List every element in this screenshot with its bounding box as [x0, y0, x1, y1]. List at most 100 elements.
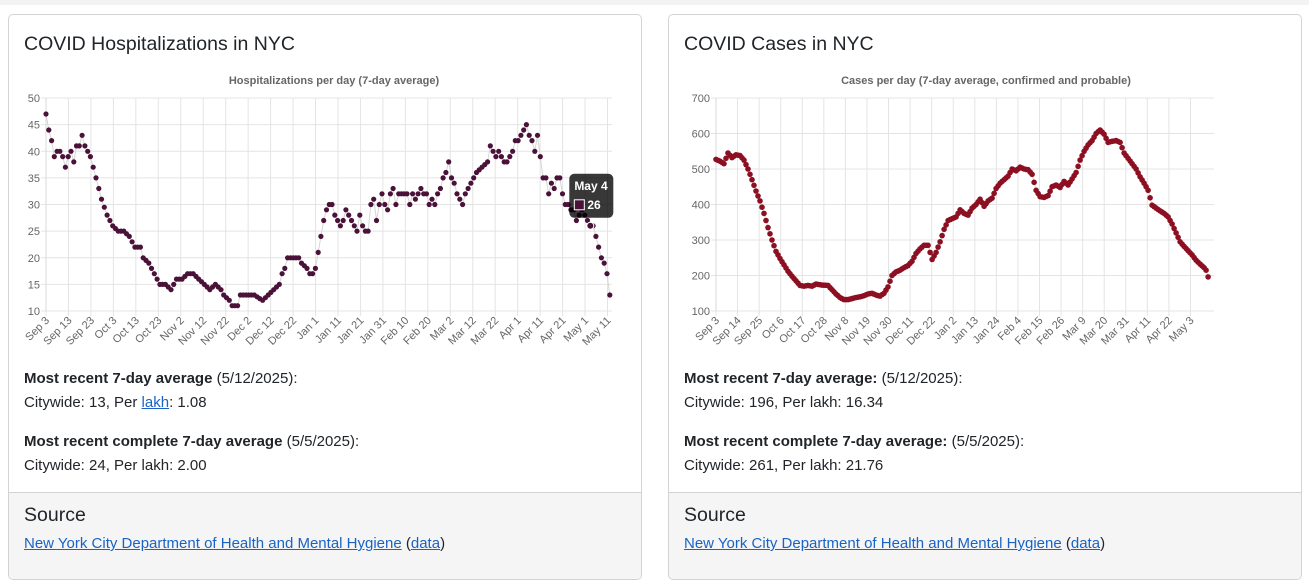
data-point [457, 196, 463, 202]
data-point [468, 180, 474, 186]
data-point [1145, 187, 1151, 194]
highlighted-point [586, 221, 595, 230]
data-point [721, 160, 727, 167]
paren-close: ) [440, 535, 446, 552]
cases-chart: Cases per day (7-day average, confirmed … [692, 75, 1214, 348]
data-point [446, 159, 452, 165]
data-point [312, 265, 318, 271]
data-point [939, 232, 945, 239]
data-point [593, 233, 599, 239]
data-point [98, 196, 105, 202]
y-tick-label: 700 [692, 93, 710, 105]
data-point [365, 228, 371, 234]
data-point [49, 138, 55, 144]
data-point [1073, 169, 1079, 176]
data-point [82, 143, 88, 149]
y-tick-label: 45 [28, 120, 40, 132]
recent-average-date: (5/12/2025): [881, 370, 963, 387]
data-point [596, 244, 602, 250]
data-point [323, 207, 330, 213]
y-tick-label: 200 [692, 271, 710, 283]
cases-card: COVID Cases in NYC Cases per day (7-day … [668, 14, 1302, 580]
data-link[interactable]: data [410, 535, 441, 552]
source-link[interactable]: New York City Department of Health and M… [24, 535, 402, 552]
y-tick-label: 10 [28, 306, 40, 318]
data-point [771, 242, 777, 249]
data-point [148, 265, 155, 271]
source-line: New York City Department of Health and M… [24, 535, 445, 552]
source-line: New York City Department of Health and M… [684, 535, 1105, 552]
complete-average-values: Citywide: 261, Per lakh: 21.76 [684, 457, 884, 474]
tooltip-swatch [573, 199, 585, 211]
data-point [310, 271, 316, 277]
complete-average: Most recent complete 7-day average: (5/5… [684, 430, 1024, 478]
data-point [607, 292, 613, 298]
data-point [454, 191, 460, 197]
y-tick-label: 35 [28, 173, 40, 185]
recent-average-values: Citywide: 13, Per [24, 394, 142, 411]
data-point [235, 303, 241, 309]
data-point [171, 281, 177, 287]
data-point [933, 249, 939, 256]
data-point [485, 159, 491, 165]
data-point [507, 154, 513, 160]
data-point [423, 191, 430, 197]
data-point [518, 132, 524, 138]
data-point [504, 159, 510, 165]
recent-average-values: Citywide: 196, Per lakh: 16.34 [684, 394, 884, 411]
data-point [723, 155, 729, 162]
data-point [753, 188, 759, 194]
data-point [93, 175, 99, 181]
data-point [941, 226, 947, 233]
data-point [76, 143, 82, 149]
data-point [107, 217, 113, 224]
data-point [460, 201, 466, 208]
source-link[interactable]: New York City Department of Health and M… [684, 535, 1062, 552]
data-point [935, 244, 941, 250]
complete-average: Most recent complete 7-day average (5/5/… [24, 430, 359, 478]
data-point [332, 212, 338, 218]
data-point [57, 148, 63, 154]
data-link[interactable]: data [1070, 535, 1101, 552]
data-point [1029, 171, 1035, 178]
data-point [755, 193, 761, 199]
data-point [68, 148, 74, 154]
data-point [329, 201, 335, 208]
lakh-link[interactable]: lakh [141, 394, 170, 411]
data-point [462, 191, 468, 197]
data-point [440, 175, 446, 181]
data-point [371, 196, 377, 202]
data-point [62, 164, 68, 170]
data-point [529, 138, 535, 144]
complete-average-label: Most recent complete 7-day average [24, 433, 283, 450]
data-point [435, 191, 441, 197]
data-point [437, 185, 443, 192]
data-point [757, 198, 763, 204]
data-point [601, 260, 607, 266]
data-point [337, 223, 343, 229]
data-point [151, 271, 157, 277]
data-point [376, 201, 382, 208]
data-point [43, 111, 49, 117]
data-point [521, 127, 527, 133]
paren-open: ( [1065, 535, 1071, 552]
hospitalizations-source-footer: Source New York City Department of Healt… [9, 492, 641, 579]
data-point [741, 157, 747, 163]
data-point [71, 159, 77, 165]
data-point [321, 217, 327, 224]
hospitalizations-chart-title: Hospitalizations per day (7-day average) [229, 75, 440, 87]
data-point [1171, 225, 1177, 232]
data-point [346, 212, 352, 218]
data-point [296, 255, 302, 261]
data-point [543, 175, 549, 181]
hospitalizations-card: COVID Hospitalizations in NYC Hospitaliz… [8, 14, 642, 580]
recent-average: Most recent 7-day average: (5/12/2025): … [684, 367, 1024, 415]
data-point [989, 195, 995, 201]
x-tick-label: May 3 [1167, 315, 1197, 345]
data-point [85, 148, 91, 154]
data-point [407, 201, 413, 208]
data-point [510, 148, 516, 154]
data-point [335, 217, 341, 224]
data-point [1045, 192, 1051, 199]
cases-title: COVID Cases in NYC [684, 33, 874, 55]
